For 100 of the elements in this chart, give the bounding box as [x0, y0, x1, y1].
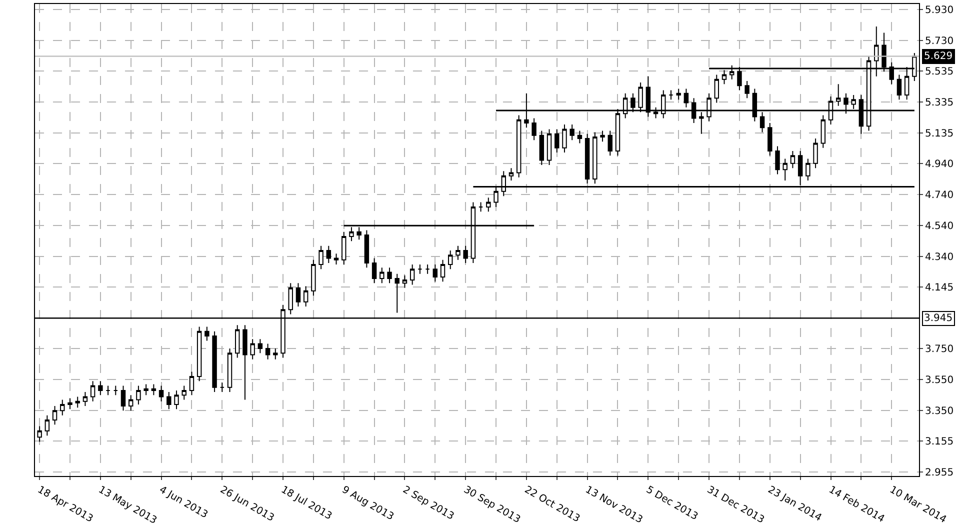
candlestick: [532, 118, 536, 141]
candlestick: [790, 150, 796, 169]
candlestick: [387, 267, 392, 284]
candlestick: [372, 258, 377, 284]
candlestick: [508, 168, 514, 182]
candlestick: [570, 124, 574, 141]
candlestick: [204, 326, 210, 342]
candlestick: [52, 406, 58, 426]
candlestick: [813, 138, 818, 169]
candlestick: [82, 392, 88, 407]
y-tick-label: 4.340: [925, 252, 954, 264]
y-tick-label: 3.750: [925, 344, 954, 355]
candlestick: [98, 380, 103, 396]
x-tick-label: 9 Aug 2013: [340, 484, 396, 523]
candlestick: [90, 380, 96, 402]
candlestick: [258, 338, 263, 354]
y-tick-label: 4.540: [925, 221, 954, 232]
candlestick: [600, 130, 605, 142]
candlestick: [425, 264, 430, 274]
candlestick: [182, 385, 186, 400]
candlestick: [364, 230, 370, 268]
candlestick: [668, 90, 674, 100]
candlestick: [516, 114, 522, 178]
candlestick: [334, 253, 339, 265]
candlestick: [68, 398, 72, 410]
candlestick: [562, 124, 567, 154]
candlestick: [463, 245, 468, 264]
candlestick: [478, 202, 484, 212]
candlestick: [212, 330, 217, 393]
candlestick: [44, 414, 50, 436]
candlestick: [342, 231, 346, 265]
candlestick: [806, 158, 810, 182]
candlestick: [166, 392, 172, 410]
candlestick: [311, 259, 316, 296]
candlestick: [296, 282, 301, 307]
candlestick: [410, 264, 415, 286]
candlestick: [836, 84, 841, 106]
candlestick: [592, 132, 598, 184]
candlestick: [37, 426, 42, 442]
candlestick: [418, 264, 422, 274]
candlestick: [546, 128, 552, 166]
candlestick: [196, 326, 202, 382]
candlestick: [158, 385, 164, 402]
candlestick: [448, 250, 453, 270]
candlestick: [486, 197, 491, 212]
candlestick: [189, 371, 194, 396]
ref-line-label: 5.629: [924, 51, 953, 62]
candlestick: [151, 384, 156, 396]
candlestick: [288, 282, 293, 315]
candlestick: [554, 128, 560, 154]
candlestick: [402, 274, 408, 288]
y-tick-label: 4.145: [925, 282, 954, 294]
candlestick: [440, 259, 446, 282]
candlestick: [318, 245, 324, 270]
candlestick: [174, 390, 179, 410]
candlestick: [608, 130, 612, 156]
candlestick: [775, 146, 780, 175]
candlestick: [394, 273, 400, 314]
candlestick: [227, 348, 232, 393]
candlestick: [242, 324, 248, 400]
candlestick: [684, 88, 689, 108]
candlestick: [113, 385, 118, 396]
candlestick: [539, 130, 544, 166]
y-tick-label: 5.930: [925, 4, 954, 16]
candlestick: [714, 74, 719, 104]
candlestick: [380, 267, 384, 284]
y-tick-label: 5.730: [925, 36, 954, 48]
y-tick-label: 5.135: [925, 128, 954, 140]
candlestick: [432, 264, 438, 282]
candlestick: [144, 384, 148, 396]
candlestick: [220, 382, 225, 393]
y-tick-label: 5.335: [925, 97, 954, 108]
y-tick-label: 3.550: [925, 375, 954, 386]
candlestick: [106, 385, 110, 396]
candlestick: [60, 399, 65, 416]
candlestick: [768, 122, 772, 156]
y-tick-label: 4.940: [925, 158, 954, 170]
y-tick-label: 5.535: [925, 66, 954, 78]
candlestick: [120, 385, 126, 412]
candlestick: [303, 286, 308, 307]
candlestick: [326, 245, 332, 264]
ref-line-label: 3.945: [924, 313, 953, 324]
candlestick: [235, 324, 240, 358]
candlestick: [75, 396, 80, 408]
candlestick: [584, 133, 590, 184]
candlestick: [782, 158, 788, 182]
candlestick: [577, 130, 582, 144]
candlestick: [456, 245, 460, 260]
candlestick: [273, 348, 278, 360]
y-tick-label: 3.350: [925, 406, 954, 418]
candlestick: [744, 80, 750, 99]
y-tick-label: 4.740: [925, 190, 954, 202]
candlestick: [676, 88, 681, 100]
y-tick-label: 2.955: [925, 468, 954, 479]
candlestick: [250, 338, 255, 360]
candlestick: [265, 343, 270, 360]
candlestick: [136, 385, 141, 405]
candlestick: [128, 394, 134, 412]
candlestick: [820, 114, 826, 148]
candlestick: [896, 74, 902, 100]
